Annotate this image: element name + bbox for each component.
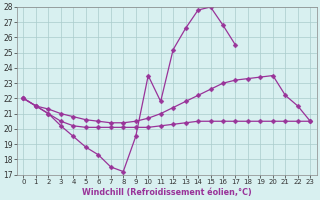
X-axis label: Windchill (Refroidissement éolien,°C): Windchill (Refroidissement éolien,°C) (82, 188, 252, 197)
